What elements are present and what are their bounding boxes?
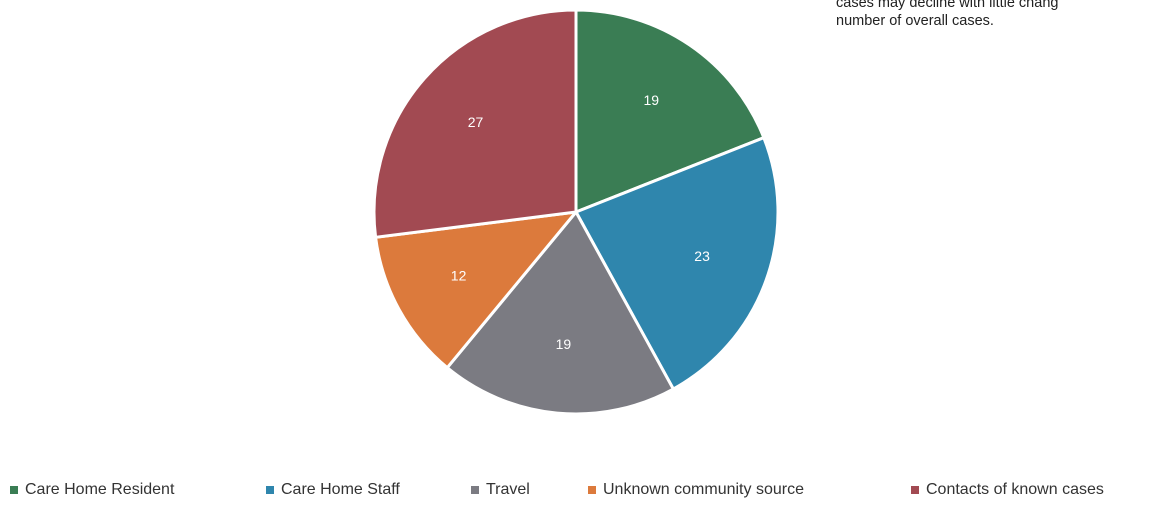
pie-slice-contacts-of-known-cases	[372, 8, 578, 239]
legend-item-contacts-of-known-cases: Contacts of known cases	[911, 481, 1104, 499]
legend-swatch	[588, 486, 596, 494]
legend-swatch	[266, 486, 274, 494]
legend-swatch	[471, 486, 479, 494]
legend-label: Travel	[486, 481, 530, 498]
legend-item-care-home-staff: Care Home Staff	[266, 481, 400, 499]
legend-item-travel: Travel	[471, 481, 530, 499]
pie-slice-care-home-staff	[573, 135, 780, 392]
data-label: 19	[644, 92, 660, 108]
data-label: 19	[556, 336, 572, 352]
pie-slice-travel	[445, 209, 676, 416]
legend-item-unknown-community-source: Unknown community source	[588, 481, 804, 499]
legend-item-care-home-resident: Care Home Resident	[10, 481, 174, 499]
pie-slice-unknown-community-source	[373, 210, 580, 370]
pie-chart: 19 23 19 12 27	[372, 8, 780, 416]
legend: Care Home Resident Care Home Staff Trave…	[10, 481, 1160, 503]
annotation-text: cases may decline with little chang numb…	[836, 0, 1161, 30]
annotation-line-2: number of overall cases.	[836, 13, 994, 29]
pie-slice-care-home-resident	[574, 8, 766, 215]
data-label: 27	[468, 114, 484, 130]
legend-swatch	[10, 486, 18, 494]
legend-label: Care Home Resident	[25, 481, 175, 498]
legend-label: Unknown community source	[603, 481, 804, 498]
legend-label: Care Home Staff	[281, 481, 400, 498]
data-label: 23	[694, 248, 710, 264]
annotation-line-1: cases may decline with little chang	[836, 0, 1059, 11]
legend-label: Contacts of known cases	[926, 481, 1104, 498]
data-label: 12	[451, 267, 467, 283]
legend-swatch	[911, 486, 919, 494]
